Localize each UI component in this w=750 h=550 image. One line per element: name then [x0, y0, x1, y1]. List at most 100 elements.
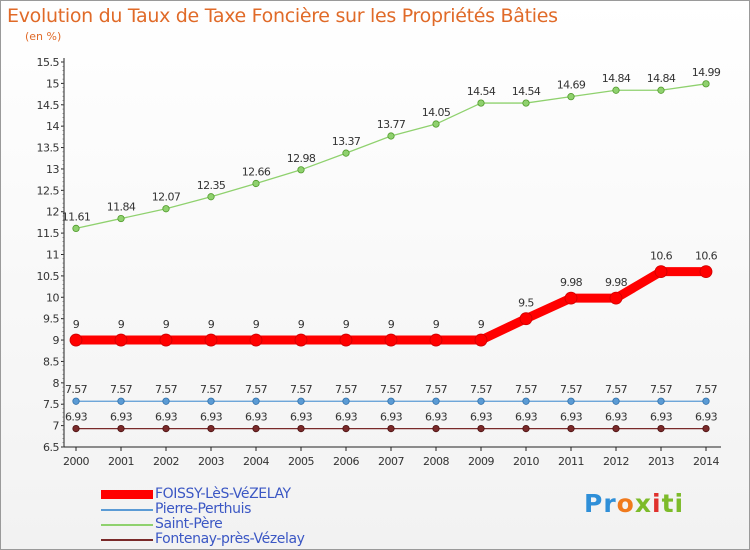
data-point-saint-pere: [207, 193, 215, 201]
x-tick-label: 2004: [243, 455, 269, 468]
data-point-fontenay: [522, 425, 530, 433]
data-point-pierre-perthuis: [252, 397, 260, 405]
data-label-foissy: 9: [118, 318, 125, 331]
data-label-fontenay: 6.93: [470, 411, 493, 424]
data-label-saint-pere: 12.66: [242, 165, 271, 178]
y-tick-label: 14: [46, 120, 59, 133]
data-label-fontenay: 6.93: [605, 411, 628, 424]
data-point-foissy: [159, 333, 173, 347]
data-point-saint-pere: [477, 99, 485, 107]
legend-label-pierre-perthuis: Pierre-Perthuis: [155, 501, 251, 517]
data-point-pierre-perthuis: [612, 397, 620, 405]
series-pierre-perthuis: 7.57 7.57 7.57 7.57 7.57 7.57 7.57 7.57 7.57 7.57…: [65, 383, 718, 405]
data-point-pierre-perthuis: [162, 397, 170, 405]
chart-unit: (en %): [25, 30, 62, 43]
y-tick-label: 6.5: [43, 441, 59, 454]
data-point-pierre-perthuis: [72, 397, 80, 405]
data-point-saint-pere: [342, 149, 350, 157]
y-tick-label: 11.5: [37, 227, 60, 240]
data-point-pierre-perthuis: [567, 397, 575, 405]
x-tick-label: 2012: [603, 455, 629, 468]
data-point-foissy: [249, 333, 263, 347]
data-label-saint-pere: 14.69: [557, 79, 586, 92]
x-tick-label: 2007: [378, 455, 404, 468]
data-point-pierre-perthuis: [657, 397, 665, 405]
axes: 6.577.588.599.51010.51111.51212.51313.51…: [37, 56, 721, 468]
data-label-foissy: 9: [253, 318, 260, 331]
data-label-foissy: 10.6: [650, 250, 673, 263]
data-label-fontenay: 6.93: [515, 411, 538, 424]
data-point-fontenay: [567, 425, 575, 433]
y-tick-label: 13.5: [37, 142, 60, 155]
data-point-foissy: [339, 333, 353, 347]
data-label-foissy: 9.5: [518, 297, 534, 310]
data-point-saint-pere: [432, 120, 440, 128]
y-tick-label: 13: [46, 163, 59, 176]
data-point-saint-pere: [297, 166, 305, 174]
legend-label-foissy: FOISSY-LèS-VéZELAY: [155, 486, 291, 502]
data-label-pierre-perthuis: 7.57: [425, 383, 448, 396]
data-label-fontenay: 6.93: [65, 411, 88, 424]
series-layer: 7.57 7.57 7.57 7.57 7.57 7.57 7.57 7.57 7.57 7.57…: [62, 66, 721, 433]
data-point-foissy: [114, 333, 128, 347]
x-tick-label: 2008: [423, 455, 449, 468]
data-label-saint-pere: 14.05: [422, 106, 451, 119]
data-label-saint-pere: 14.84: [647, 72, 676, 85]
data-label-pierre-perthuis: 7.57: [110, 383, 133, 396]
data-label-foissy: 9: [298, 318, 305, 331]
y-tick-label: 7.5: [43, 398, 59, 411]
data-point-saint-pere: [612, 86, 620, 94]
data-point-pierre-perthuis: [432, 397, 440, 405]
data-label-foissy: 9.98: [560, 276, 583, 289]
proxiti-logo: Proxiti: [584, 489, 685, 518]
data-label-fontenay: 6.93: [695, 411, 718, 424]
x-tick-label: 2001: [108, 455, 134, 468]
series-saint-pere: 11.61 11.84 12.07 12.35 12.66 12.98 13.37 13.77…: [62, 66, 721, 233]
data-point-fontenay: [72, 425, 80, 433]
series-line-saint-pere: [75, 83, 707, 230]
data-label-saint-pere: 12.07: [152, 191, 181, 204]
data-point-saint-pere: [252, 179, 260, 188]
data-point-saint-pere: [702, 80, 710, 88]
data-point-pierre-perthuis: [702, 397, 710, 405]
data-point-fontenay: [612, 425, 620, 433]
data-point-fontenay: [387, 425, 395, 433]
data-label-fontenay: 6.93: [200, 411, 223, 424]
y-tick-label: 10.5: [37, 270, 60, 283]
series-foissy: 9 9 9 9 9 9 9 9 9 9 9.5 9.98 9.98 10.6 10.6: [69, 250, 718, 347]
data-point-fontenay: [432, 425, 440, 433]
data-label-saint-pere: 12.98: [287, 152, 316, 165]
data-label-foissy: 9: [343, 318, 350, 331]
data-label-pierre-perthuis: 7.57: [290, 383, 313, 396]
data-point-saint-pere: [387, 132, 395, 140]
data-label-pierre-perthuis: 7.57: [380, 383, 403, 396]
data-point-fontenay: [117, 425, 125, 433]
legend-label-saint-pere: Saint-Père: [155, 516, 223, 532]
data-point-saint-pere: [522, 99, 530, 107]
data-label-foissy: 9: [208, 318, 215, 331]
legend-label-fontenay: Fontenay-près-Vézelay: [155, 531, 305, 547]
y-tick-label: 12.5: [37, 184, 60, 197]
data-label-saint-pere: 13.37: [332, 135, 361, 148]
data-label-pierre-perthuis: 7.57: [560, 383, 583, 396]
data-point-pierre-perthuis: [522, 397, 530, 405]
x-tick-label: 2002: [153, 455, 179, 468]
x-tick-label: 2000: [63, 455, 89, 468]
data-label-saint-pere: 11.84: [107, 201, 136, 214]
data-label-foissy: 9: [388, 318, 395, 331]
y-tick-label: 9.5: [43, 313, 59, 326]
data-label-foissy: 9: [433, 318, 440, 331]
data-label-saint-pere: 14.54: [512, 85, 541, 98]
data-label-pierre-perthuis: 7.57: [515, 383, 538, 396]
y-tick-label: 11: [46, 249, 59, 262]
legend-swatch-pierre-perthuis: [101, 509, 153, 511]
data-label-saint-pere: 12.35: [197, 179, 226, 192]
data-point-fontenay: [702, 425, 710, 433]
data-point-foissy: [654, 265, 668, 279]
y-tick-label: 10: [46, 291, 59, 304]
data-point-foissy: [384, 333, 398, 347]
data-point-foissy: [609, 291, 623, 305]
y-tick-label: 9: [53, 334, 60, 347]
